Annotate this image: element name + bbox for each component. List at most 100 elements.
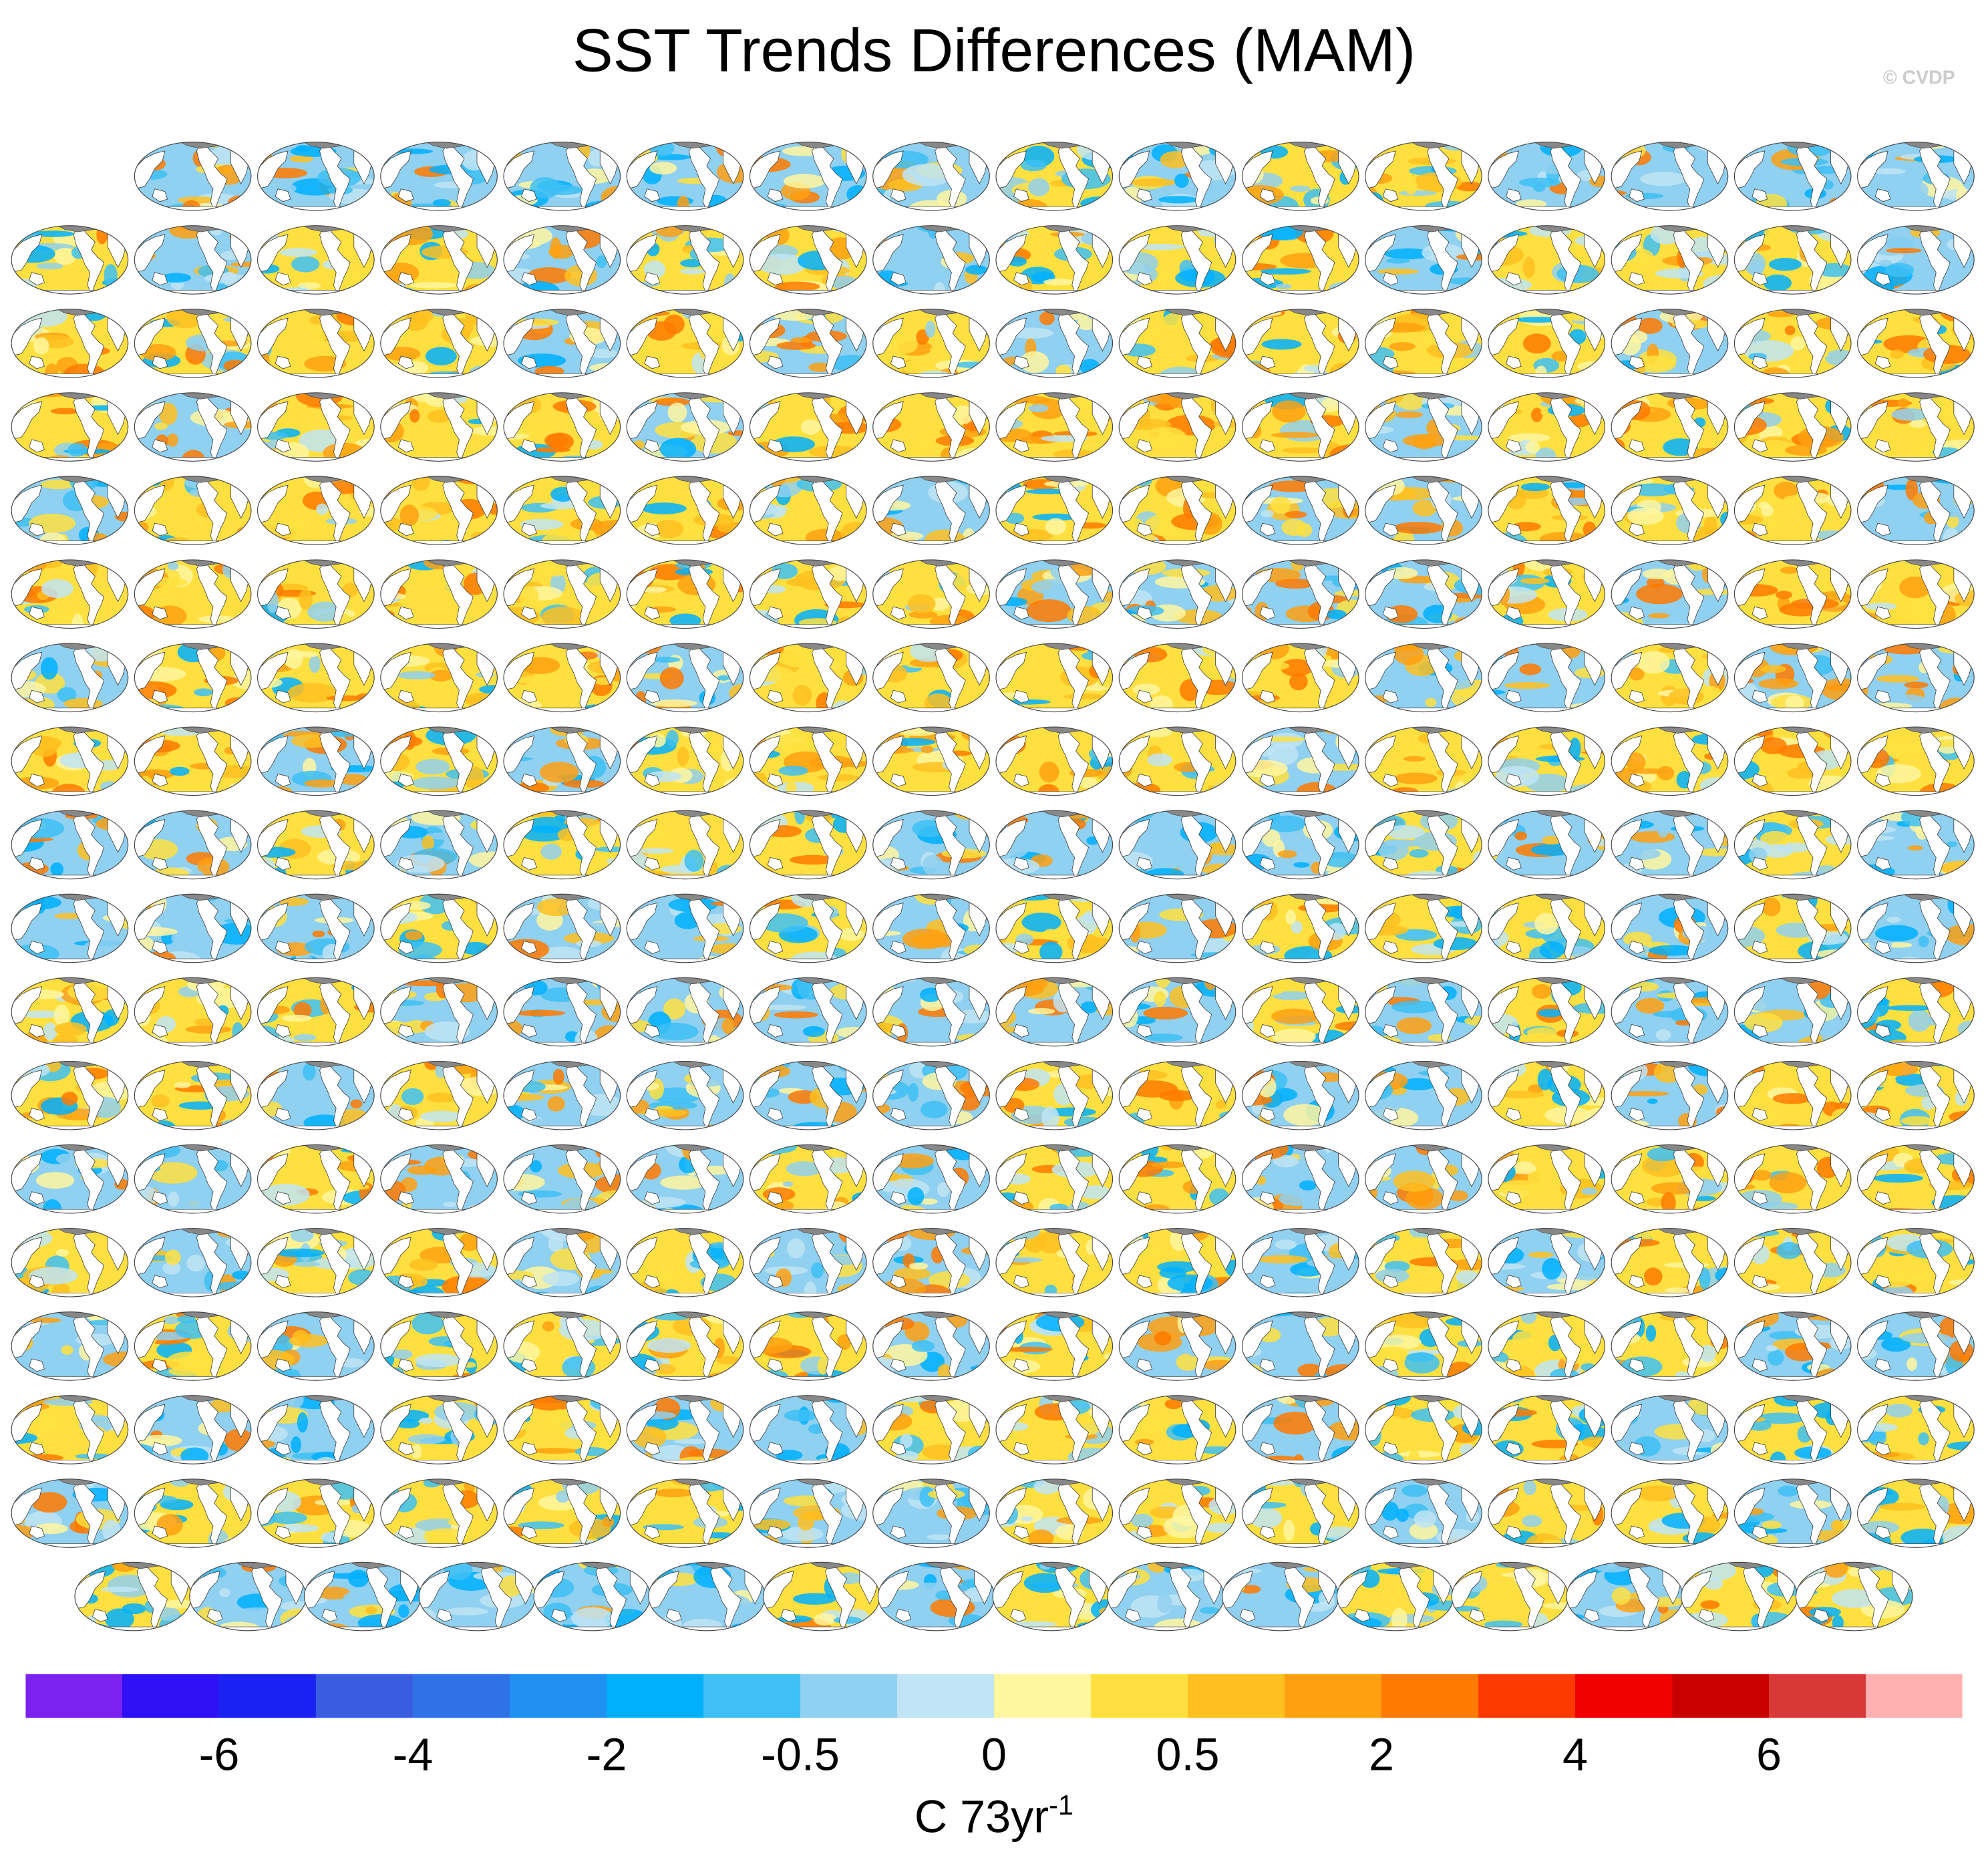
map-blob — [952, 405, 975, 424]
map-blob — [1583, 309, 1605, 319]
map-blob — [778, 873, 794, 879]
map-field — [134, 977, 251, 1046]
map-field — [11, 894, 128, 963]
map-blob — [1905, 478, 1919, 500]
map-outline — [257, 392, 375, 462]
map-blob — [787, 1238, 806, 1259]
map-field — [504, 559, 621, 629]
map-outline — [872, 1144, 990, 1214]
map-outline — [995, 1395, 1114, 1464]
map-outline — [1857, 392, 1975, 462]
map-blob — [893, 1267, 931, 1280]
map-blob — [1528, 1251, 1554, 1258]
map-panel — [380, 559, 498, 629]
map-blob — [953, 810, 988, 820]
map-blob — [1542, 1258, 1562, 1280]
map-blob — [1080, 777, 1098, 788]
map-panel — [380, 225, 498, 295]
map-outline — [1733, 1395, 1852, 1464]
map-blob — [1508, 433, 1550, 442]
map-outline — [1611, 1311, 1729, 1381]
map-blob — [1688, 1395, 1728, 1398]
map-blob — [336, 309, 370, 326]
map-blob — [1542, 836, 1561, 845]
map-panel — [1365, 643, 1482, 713]
map-blob — [840, 522, 867, 544]
map-field — [1365, 727, 1482, 796]
map-blob — [1045, 518, 1066, 535]
map-blob — [924, 693, 952, 712]
map-outline — [749, 559, 867, 629]
map-blob — [21, 1203, 39, 1213]
map-blob — [1761, 504, 1774, 517]
map-blob — [956, 476, 990, 483]
map-blob — [257, 440, 271, 462]
map-blob — [1030, 398, 1067, 420]
map-blob — [967, 1445, 990, 1462]
map-panel — [1611, 1144, 1729, 1214]
map-outline — [1857, 1060, 1975, 1130]
map-blob — [660, 1175, 707, 1190]
map-panel — [872, 1227, 990, 1297]
map-outline — [1611, 309, 1729, 378]
map-field — [504, 1311, 621, 1381]
map-field — [134, 476, 251, 545]
map-blob — [826, 649, 851, 673]
map-blob — [1899, 576, 1931, 599]
map-blob — [1699, 777, 1728, 794]
map-panel — [1241, 225, 1359, 295]
map-field — [380, 894, 498, 963]
map-blob — [55, 1249, 69, 1257]
map-field — [750, 1479, 867, 1548]
map-blob — [1273, 1412, 1317, 1435]
map-blob — [790, 337, 812, 343]
map-blob — [61, 1092, 78, 1106]
map-outline — [1857, 1227, 1975, 1297]
map-blob — [1299, 1180, 1317, 1191]
map-outline — [995, 476, 1114, 545]
map-panel — [1733, 225, 1852, 295]
map-field — [1857, 894, 1975, 963]
map-field — [1488, 142, 1605, 211]
map-field — [1119, 1144, 1236, 1213]
map-blob — [784, 1409, 818, 1422]
map-outline — [749, 643, 867, 713]
map-blob — [1637, 317, 1663, 334]
map-blob — [1820, 677, 1851, 701]
map-blob — [257, 643, 271, 653]
map-blob — [955, 476, 990, 485]
map-blob — [1488, 689, 1506, 695]
map-blob — [1028, 178, 1050, 196]
map-blob — [1122, 1145, 1134, 1158]
map-field — [1488, 1395, 1605, 1464]
map-blob — [1857, 1445, 1870, 1460]
map-outline — [1611, 1144, 1729, 1214]
map-blob — [166, 433, 178, 447]
map-blob — [1754, 1201, 1798, 1211]
map-field — [11, 392, 128, 462]
map-blob — [242, 1151, 251, 1161]
map-field — [1857, 727, 1975, 796]
map-field — [750, 392, 867, 462]
map-blob — [1393, 643, 1424, 665]
map-blob — [637, 848, 674, 854]
map-blob — [41, 579, 73, 599]
map-blob — [1734, 397, 1775, 406]
map-outline — [257, 476, 375, 545]
map-panel — [380, 1060, 498, 1130]
map-blob — [647, 1338, 691, 1353]
map-field — [257, 1144, 375, 1213]
map-blob — [305, 1199, 327, 1206]
map-outline — [872, 1060, 990, 1130]
map-blob — [242, 1030, 251, 1046]
map-panel — [1733, 810, 1852, 880]
map-blob — [11, 1205, 44, 1213]
map-blob — [96, 225, 108, 245]
map-blob — [1285, 909, 1297, 925]
map-blob — [1245, 1395, 1276, 1401]
map-blob — [471, 426, 498, 436]
map-outline — [626, 225, 744, 295]
map-blob — [380, 1203, 392, 1213]
map-panel — [1118, 1060, 1236, 1130]
map-outline — [1488, 1227, 1606, 1297]
